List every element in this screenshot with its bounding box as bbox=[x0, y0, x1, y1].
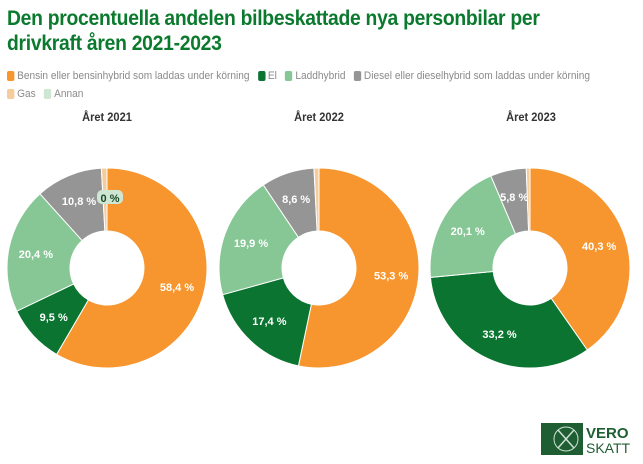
slice-laddhybrid[interactable] bbox=[218, 184, 300, 296]
slice-bensin[interactable] bbox=[55, 167, 208, 369]
legend-swatch bbox=[7, 71, 15, 81]
data-label-diesel: 8,6 % bbox=[282, 194, 310, 206]
legend-item-diesel[interactable]: Diesel eller dieselhybrid som laddas und… bbox=[353, 68, 591, 84]
legend-item-gas[interactable]: Gas bbox=[7, 86, 36, 102]
legend-item-bensin[interactable]: Bensin eller bensinhybrid som laddas und… bbox=[7, 68, 249, 84]
donut-2023: 40,3 % 33,2 % 20,1 % 5,8 % bbox=[429, 167, 631, 369]
data-label-laddhybrid: 20,4 % bbox=[19, 249, 53, 261]
data-label-el: 9,5 % bbox=[40, 312, 68, 324]
slice-gas[interactable] bbox=[525, 167, 531, 232]
donut-title-2021: Året 2021 bbox=[82, 110, 132, 124]
logo-text-skatt: SKATT bbox=[586, 440, 631, 455]
legend-swatch bbox=[257, 71, 266, 81]
legend-label: Gas bbox=[17, 88, 36, 100]
donut-2022: 53,3 % 17,4 % 19,9 % 8,6 % bbox=[218, 167, 420, 369]
legend-item-laddhybrid[interactable]: Laddhybrid bbox=[285, 68, 345, 84]
data-label-diesel: 5,8 % bbox=[500, 192, 528, 204]
legend-label: El bbox=[267, 70, 277, 82]
data-label-diesel: 10,8 % bbox=[62, 196, 96, 208]
donut-title-2022: Året 2022 bbox=[294, 110, 344, 124]
legend: Bensin eller bensinhybrid som laddas und… bbox=[7, 68, 596, 104]
data-label-el: 33,2 % bbox=[482, 329, 516, 341]
logo-emblem-background bbox=[541, 423, 583, 455]
slice-el[interactable] bbox=[222, 277, 312, 367]
slice-bensin[interactable] bbox=[529, 167, 631, 351]
slice-el[interactable] bbox=[429, 270, 588, 369]
legend-item-el[interactable]: El bbox=[257, 68, 277, 84]
logo-emblem-circle bbox=[553, 426, 579, 452]
slice-laddhybrid[interactable] bbox=[429, 175, 517, 278]
legend-swatch bbox=[44, 89, 52, 99]
donut-title-2023: Året 2023 bbox=[506, 110, 556, 124]
slice-laddhybrid[interactable] bbox=[6, 193, 83, 312]
legend-swatch bbox=[285, 71, 293, 81]
logo-emblem-key-2 bbox=[557, 429, 575, 449]
donut-2021: 58,4 % 9,5 % 20,4 % 10,8 % 0 % bbox=[6, 167, 208, 369]
data-label-laddhybrid: 20,1 % bbox=[451, 226, 485, 238]
slice-gas[interactable] bbox=[313, 167, 320, 232]
legend-label: Annan bbox=[54, 88, 84, 100]
data-label-bensin: 40,3 % bbox=[582, 241, 616, 253]
legend-label: Bensin eller bensinhybrid som laddas und… bbox=[17, 70, 250, 82]
legend-label: Laddhybrid bbox=[295, 70, 346, 82]
data-label-bensin: 58,4 % bbox=[160, 282, 194, 294]
logo-text-vero: VERO bbox=[586, 425, 629, 442]
data-label-bensin: 53,3 % bbox=[374, 271, 408, 283]
legend-swatch bbox=[7, 89, 15, 99]
data-label-laddhybrid: 19,9 % bbox=[234, 238, 268, 250]
vero-skatt-logo: VERO SKATT bbox=[541, 423, 631, 455]
data-label-background bbox=[97, 190, 123, 204]
legend-label: Diesel eller dieselhybrid som laddas und… bbox=[363, 70, 591, 82]
legend-swatch bbox=[353, 71, 362, 81]
data-label-annan: 0 % bbox=[101, 193, 120, 205]
chart-title: Den procentuella andelen bilbeskattade n… bbox=[7, 7, 540, 55]
data-label-el: 17,4 % bbox=[252, 316, 286, 328]
legend-item-annan[interactable]: Annan bbox=[44, 86, 83, 102]
slice-bensin[interactable] bbox=[297, 167, 420, 369]
